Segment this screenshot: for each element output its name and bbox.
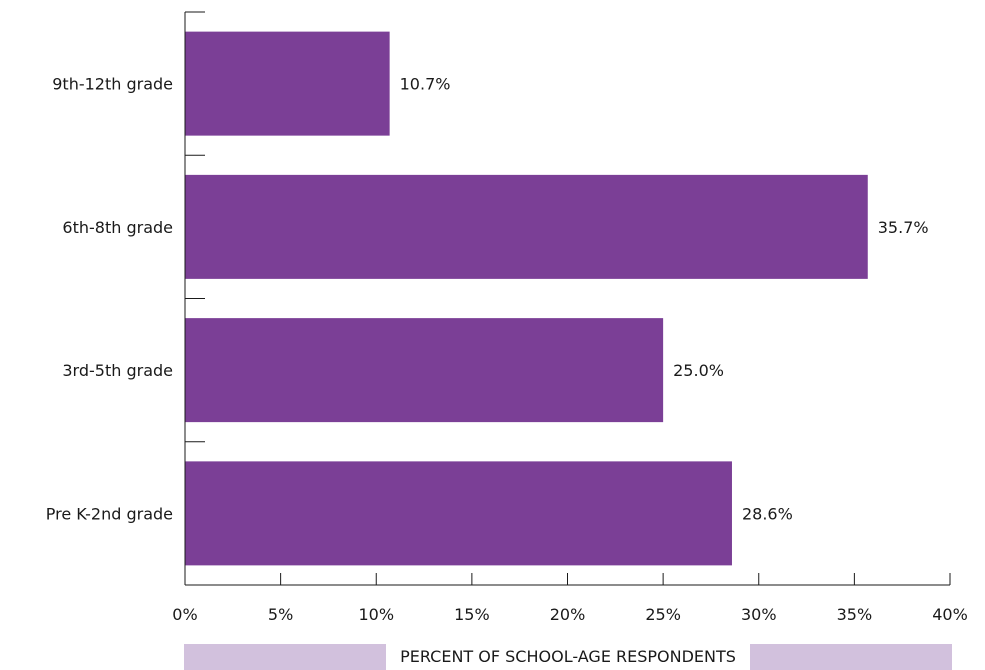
data-label: 28.6%: [742, 504, 793, 523]
bar: [185, 318, 664, 423]
x-tick-label: 0%: [172, 605, 197, 624]
x-tick-label: 35%: [837, 605, 873, 624]
category-label: 6th-8th grade: [62, 218, 173, 237]
x-tick-label: 10%: [358, 605, 394, 624]
x-tick-label: 30%: [741, 605, 777, 624]
x-axis-title-band-right: [749, 644, 953, 670]
x-axis-title-band-left: [184, 644, 387, 670]
bars-group: [185, 31, 868, 566]
x-tick-label: 20%: [550, 605, 586, 624]
x-tick-label: 5%: [268, 605, 293, 624]
category-label: Pre K-2nd grade: [46, 504, 173, 523]
bar: [185, 461, 732, 566]
axes-group: [184, 11, 951, 586]
bar: [185, 174, 868, 279]
x-axis-title: PERCENT OF SCHOOL-AGE RESPONDENTS: [386, 644, 750, 670]
data-label: 25.0%: [673, 361, 724, 380]
bar-chart: 9th-12th grade 10.7% 6th-8th grade 35.7% 3rd…: [46, 11, 968, 624]
x-tick-label: 15%: [454, 605, 490, 624]
category-label: 3rd-5th grade: [62, 361, 173, 380]
labels-group: 9th-12th grade 10.7% 6th-8th grade 35.7% 3rd…: [46, 75, 968, 624]
x-tick-label: 40%: [932, 605, 968, 624]
x-tick-label: 25%: [645, 605, 681, 624]
data-label: 35.7%: [878, 218, 929, 237]
x-axis-title-band: PERCENT OF SCHOOL-AGE RESPONDENTS: [184, 644, 953, 670]
bar: [185, 31, 390, 136]
category-label: 9th-12th grade: [52, 75, 173, 94]
data-label: 10.7%: [400, 75, 451, 94]
